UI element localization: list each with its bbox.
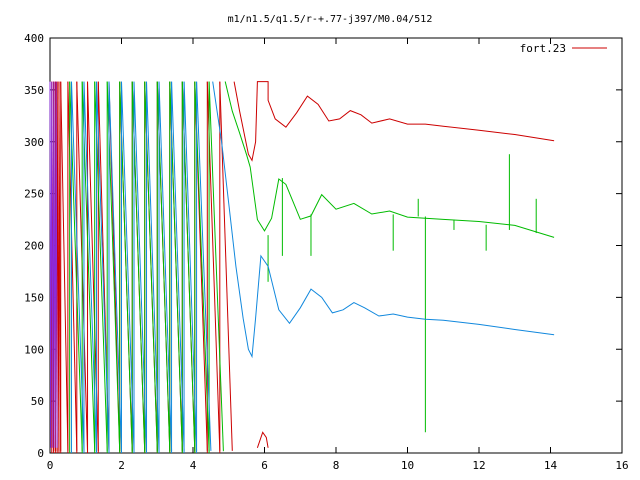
y-tick-label: 300: [24, 136, 44, 149]
legend-label: fort.23: [520, 42, 566, 55]
series-2-ramp: [146, 81, 160, 451]
x-tick-label: 16: [615, 459, 628, 472]
series-2-ramp: [83, 81, 97, 451]
series-3-line: [49, 81, 58, 448]
series-2-line: [212, 81, 555, 359]
y-tick-label: 200: [24, 240, 44, 253]
series-0-ramp: [60, 81, 69, 451]
y-tick-label: 250: [24, 188, 44, 201]
series-2-ramp: [171, 81, 185, 451]
series-2-ramp: [183, 81, 198, 451]
series-2-ramp: [133, 81, 147, 451]
y-tick-label: 400: [24, 32, 44, 45]
series-1-ramp: [208, 81, 224, 452]
x-tick-label: 10: [401, 459, 414, 472]
y-tick-label: 50: [31, 395, 44, 408]
x-tick-label: 4: [190, 459, 197, 472]
series-2-ramp: [71, 81, 85, 451]
x-tick-label: 2: [118, 459, 125, 472]
y-tick-label: 0: [37, 447, 44, 460]
series-0-line: [233, 81, 555, 162]
y-tick-label: 100: [24, 343, 44, 356]
series-2-ramp: [196, 81, 212, 451]
x-tick-label: 0: [47, 459, 54, 472]
chart-title: m1/n1.5/q1.5/r-+.77-j397/M0.04/512: [228, 14, 433, 25]
x-tick-label: 8: [333, 459, 340, 472]
series-2-ramp: [121, 81, 135, 451]
x-tick-label: 14: [544, 459, 558, 472]
legend: fort.23: [520, 42, 607, 55]
x-tick-label: 6: [261, 459, 268, 472]
series-1-line: [224, 81, 555, 238]
x-tick-label: 12: [472, 459, 485, 472]
series-1-ramp: [194, 81, 210, 452]
series-0-tail: [256, 431, 269, 448]
series-2-ramp: [158, 81, 173, 451]
series-2-ramp: [108, 81, 122, 451]
series-layer: [49, 81, 555, 453]
y-tick-label: 150: [24, 291, 44, 304]
series-2-ramp: [96, 81, 110, 451]
y-tick-label: 350: [24, 84, 44, 97]
